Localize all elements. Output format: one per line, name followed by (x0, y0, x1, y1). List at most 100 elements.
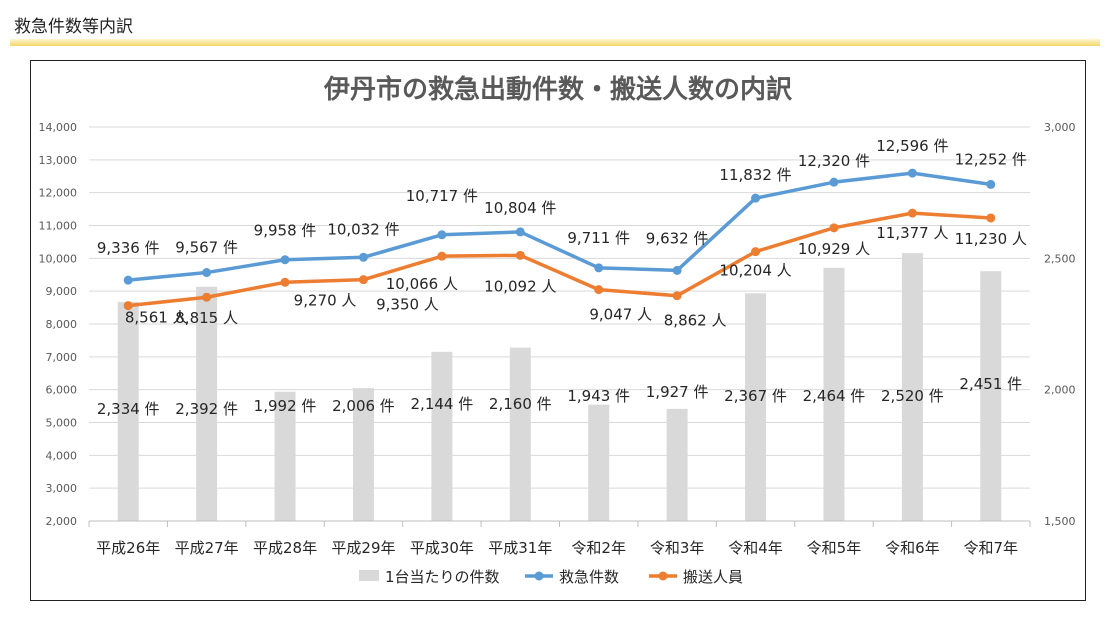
line-data-label-救急件数: 12,320 件 (798, 152, 870, 170)
series-line-救急件数 (128, 171, 992, 282)
x-category-label: 令和7年 (964, 539, 1019, 557)
bar-data-label: 2,464 件 (803, 387, 866, 405)
point-搬送人員 (986, 213, 996, 223)
point-搬送人員 (594, 285, 604, 295)
line-data-label-救急件数: 10,804 件 (484, 199, 556, 217)
point-救急件数 (751, 193, 761, 203)
y-left-tick-label: 7,000 (46, 351, 78, 364)
legend-label: 搬送人員 (683, 568, 743, 586)
legend-swatch-marker (534, 571, 544, 581)
point-救急件数 (829, 177, 839, 187)
bar-1台当たりの件数 (980, 271, 1002, 521)
y-left-tick-label: 11,000 (39, 220, 78, 233)
line-data-label-救急件数: 11,832 件 (719, 166, 791, 184)
bar-data-label: 2,451 件 (959, 375, 1022, 393)
point-搬送人員 (515, 250, 525, 260)
line-data-label-搬送人員: 8,815 人 (175, 309, 238, 327)
y-right-tick-label: 2,000 (1044, 384, 1076, 397)
y-left-tick-label: 12,000 (39, 187, 78, 200)
point-救急件数 (280, 255, 290, 265)
legend-label: 救急件数 (559, 568, 619, 586)
bar-data-label: 2,520 件 (881, 387, 944, 405)
bar-1台当たりの件数 (352, 388, 374, 521)
axis-layer: 2,000 3,000 4,000 5,000 6,000 7,000 8,000 9,000… (39, 121, 1076, 557)
series-line-搬送人員 (128, 211, 991, 308)
bar-1台当たりの件数 (274, 391, 296, 521)
point-救急件数 (672, 265, 682, 275)
point-救急件数 (123, 275, 133, 285)
line-data-label-救急件数: 9,567 件 (175, 239, 238, 257)
bar-1台当たりの件数 (588, 404, 610, 521)
chart-svg: 伊丹市の救急出動件数・搬送人数の内訳 2,334 件 2,392 件 1,992 件… (39, 74, 1076, 586)
y-right-tick-label: 3,000 (1044, 121, 1076, 134)
line-data-label-搬送人員: 10,066 人 (386, 275, 458, 293)
x-category-label: 令和6年 (885, 539, 940, 557)
x-category-label: 令和5年 (807, 539, 862, 557)
point-搬送人員 (202, 292, 212, 302)
bar-data-label: 2,144 件 (411, 395, 474, 413)
y-left-tick-label: 13,000 (39, 154, 78, 167)
legend-layer: 1台当たりの件数 救急件数 搬送人員 (359, 568, 743, 586)
bar-1台当たりの件数 (666, 408, 688, 521)
x-category-label: 平成31年 (488, 539, 552, 557)
label-layer: 2,334 件 2,392 件 1,992 件 2,006 件 2,144 件 2,160… (97, 137, 1027, 418)
point-搬送人員 (672, 291, 682, 301)
point-搬送人員 (751, 247, 761, 257)
line-data-label-救急件数: 9,632 件 (646, 229, 709, 247)
x-category-label: 平成30年 (410, 539, 474, 557)
y-right-tick-label: 1,500 (1044, 515, 1076, 528)
line-data-label-救急件数: 9,958 件 (254, 222, 317, 240)
bar-data-label: 2,006 件 (332, 397, 395, 415)
y-left-tick-label: 10,000 (39, 252, 78, 265)
line-data-label-搬送人員: 10,204 人 (719, 262, 791, 280)
bar-data-label: 1,927 件 (646, 383, 709, 401)
y-left-tick-label: 3,000 (46, 482, 78, 495)
grid-layer (89, 126, 1030, 522)
x-category-label: 平成28年 (253, 539, 317, 557)
line-data-label-搬送人員: 10,092 人 (484, 277, 556, 295)
bar-data-label: 1,943 件 (567, 387, 630, 405)
point-搬送人員 (123, 301, 133, 311)
bar-data-label: 1,992 件 (254, 397, 317, 415)
legend-swatch-marker (658, 571, 668, 581)
y-left-tick-label: 6,000 (46, 384, 78, 397)
x-category-label: 平成29年 (331, 539, 395, 557)
bar-1台当たりの件数 (745, 293, 767, 521)
line-data-label-搬送人員: 10,929 人 (798, 240, 870, 258)
line-data-label-救急件数: 9,711 件 (567, 229, 630, 247)
point-搬送人員 (358, 275, 368, 285)
bar-1台当たりの件数 (823, 267, 845, 521)
y-left-tick-label: 5,000 (46, 417, 78, 430)
section-underline (10, 39, 1100, 46)
line-data-label-救急件数: 10,717 件 (406, 187, 478, 205)
legend-swatch-bar (359, 570, 379, 581)
bar-data-label: 2,392 件 (175, 400, 238, 418)
line-data-label-搬送人員: 11,377 人 (876, 224, 948, 242)
line-data-label-搬送人員: 8,561 人 (125, 309, 188, 327)
bar-data-label: 2,367 件 (724, 387, 787, 405)
line-data-label-搬送人員: 8,862 人 (664, 312, 727, 330)
point-搬送人員 (829, 223, 839, 233)
x-category-label: 令和3年 (650, 539, 705, 557)
line-data-label-搬送人員: 9,270 人 (294, 291, 357, 309)
line-data-label-救急件数: 9,336 件 (97, 239, 160, 257)
y-left-tick-label: 4,000 (46, 449, 78, 462)
point-救急件数 (515, 227, 525, 237)
bar-data-label: 2,160 件 (489, 395, 552, 413)
point-救急件数 (202, 268, 212, 278)
point-救急件数 (986, 179, 996, 189)
y-left-tick-label: 8,000 (46, 318, 78, 331)
point-救急件数 (358, 252, 368, 262)
line-data-label-救急件数: 10,032 件 (327, 220, 399, 238)
chart-frame: 伊丹市の救急出動件数・搬送人数の内訳 2,334 件 2,392 件 1,992 件… (30, 60, 1086, 601)
x-category-label: 平成27年 (175, 539, 239, 557)
line-data-label-救急件数: 12,596 件 (876, 137, 948, 155)
bar-1台当たりの件数 (196, 286, 218, 521)
y-right-tick-label: 2,500 (1044, 252, 1076, 265)
point-救急件数 (437, 230, 447, 240)
y-left-tick-label: 14,000 (39, 121, 78, 134)
bar-data-label: 2,334 件 (97, 400, 160, 418)
line-data-label-搬送人員: 9,350 人 (376, 296, 439, 314)
point-救急件数 (907, 168, 917, 178)
y-left-tick-label: 9,000 (46, 285, 78, 298)
